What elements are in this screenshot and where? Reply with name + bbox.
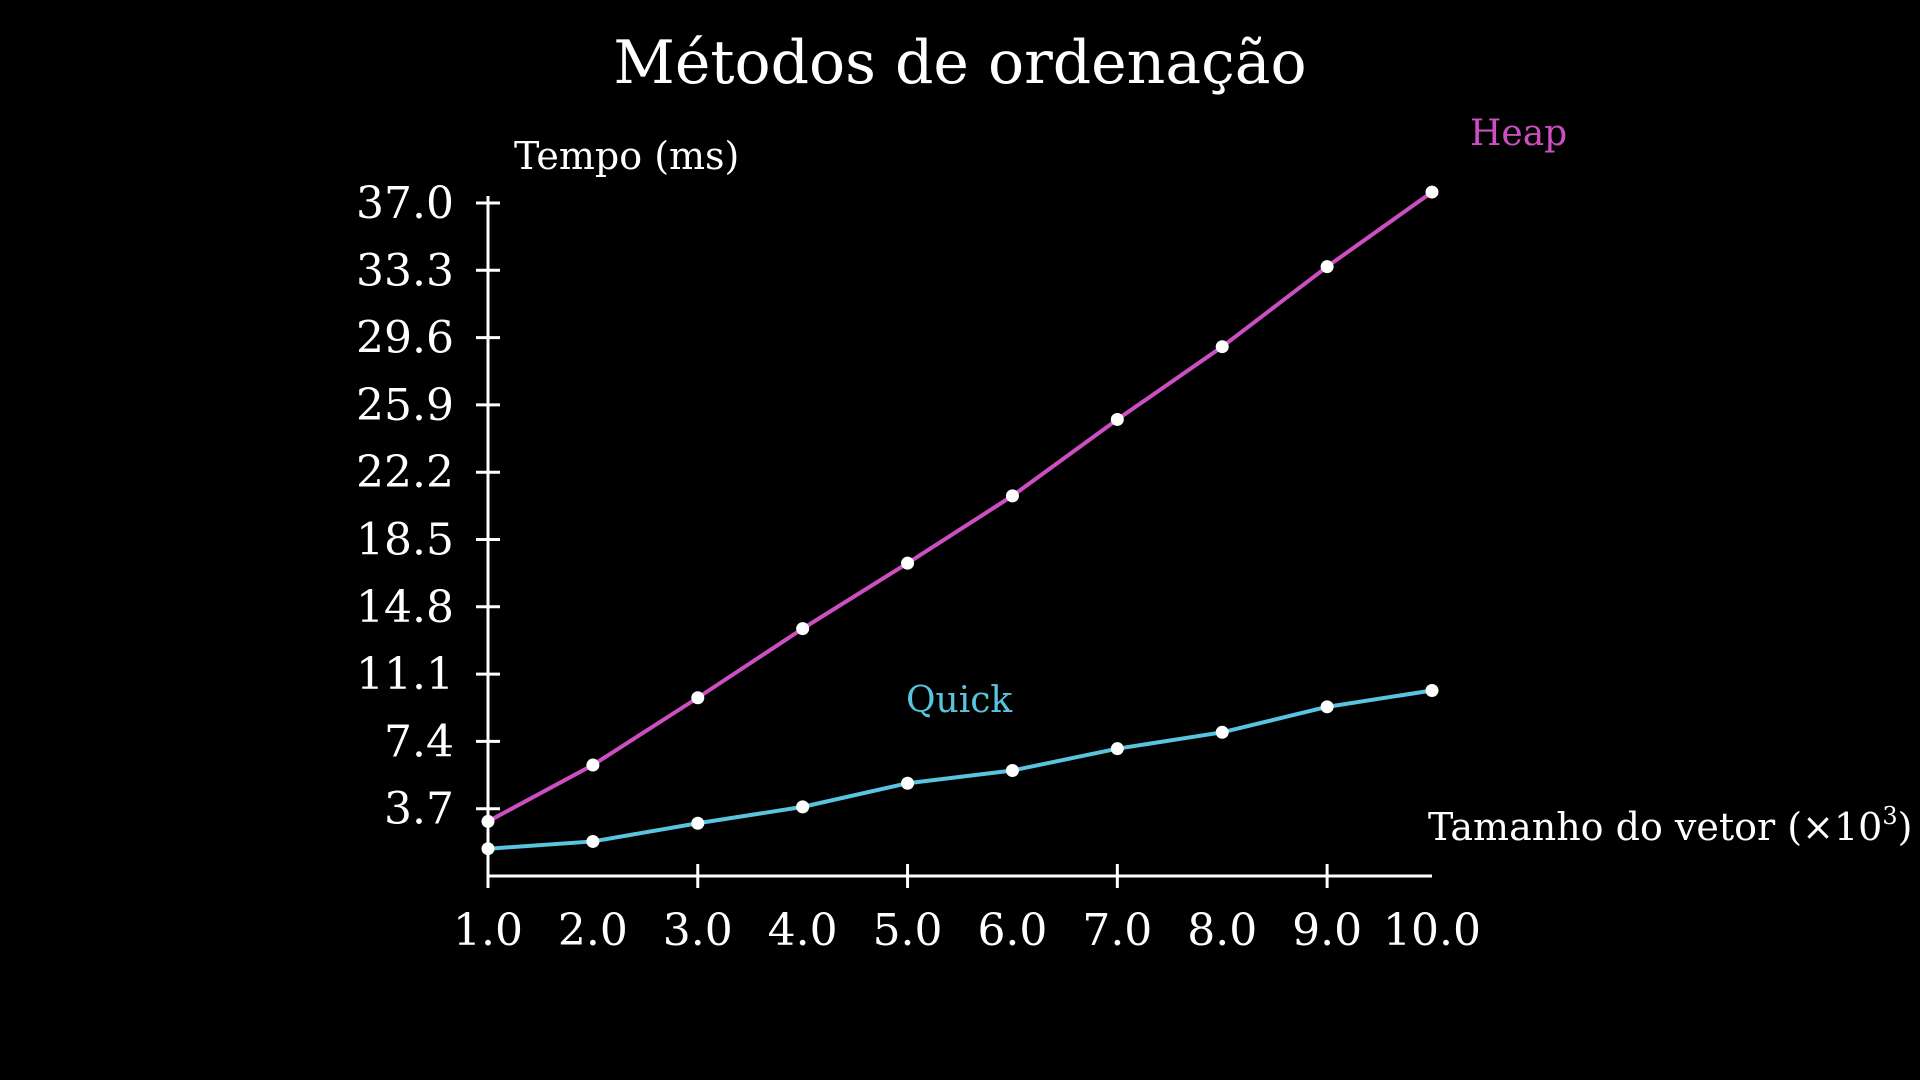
data-point-heap [1425, 185, 1439, 199]
y-tick-label: 33.3 [356, 245, 454, 296]
y-tick-label: 14.8 [356, 582, 454, 633]
data-point-quick [1320, 700, 1334, 714]
x-axis-unit-prefix: (×10 [1787, 805, 1882, 849]
y-axis-label: Tempo (ms) [514, 134, 739, 178]
x-tick-label: 6.0 [977, 905, 1047, 956]
x-tick-label: 8.0 [1187, 905, 1257, 956]
series-line-heap [487, 190, 1434, 824]
series-line-quick [487, 688, 1433, 851]
data-point-quick [691, 816, 705, 830]
x-axis-label: Tamanho do vetor (×103) [1428, 802, 1912, 849]
series-labels: Heap Quick [906, 113, 1567, 721]
x-tick-label: 3.0 [663, 905, 733, 956]
y-tick-label: 25.9 [356, 380, 454, 431]
y-tick-label: 37.0 [356, 178, 454, 229]
data-point-heap [1110, 412, 1124, 426]
series-label-quick: Quick [906, 680, 1013, 721]
data-point-heap [1320, 260, 1334, 274]
data-point-heap [796, 622, 810, 636]
x-tick-label: 7.0 [1082, 905, 1152, 956]
data-point-quick [1215, 725, 1229, 739]
x-tick-label: 1.0 [453, 905, 523, 956]
data-point-heap [901, 556, 915, 570]
data-point-quick [1425, 683, 1439, 697]
series-label-heap: Heap [1470, 113, 1567, 154]
y-axis-ticks: 3.7 7.4 11.1 14.8 18.5 22.2 25.9 29.6 33.3 37.0 [356, 178, 500, 835]
x-tick-label: 2.0 [558, 905, 628, 956]
data-point-quick [901, 776, 915, 790]
data-point-heap [1215, 340, 1229, 354]
data-point-heap [586, 758, 600, 772]
x-axis-ticks: 1.0 2.0 3.0 4.0 5.0 6.0 7.0 8.0 9.0 10.0 [453, 864, 1481, 956]
data-point-quick [1005, 764, 1019, 778]
data-point-quick [1110, 742, 1124, 756]
x-tick-label: 10.0 [1383, 905, 1481, 956]
y-tick-label: 22.2 [356, 447, 454, 498]
data-point-heap [1005, 489, 1019, 503]
data-point-quick [481, 842, 495, 856]
data-point-quick [796, 800, 810, 814]
chart-title: Métodos de ordenação [613, 28, 1306, 98]
y-tick-label: 7.4 [384, 716, 454, 767]
x-tick-label: 4.0 [768, 905, 838, 956]
y-tick-label: 29.6 [356, 313, 454, 364]
data-point-quick [586, 834, 600, 848]
series-lines [487, 190, 1434, 851]
x-axis-unit-exponent: 3 [1882, 802, 1897, 830]
x-axis-label-text: Tamanho do vetor [1428, 805, 1776, 849]
x-axis-label-space [1775, 805, 1787, 849]
data-point-heap [481, 814, 495, 828]
y-tick-label: 18.5 [356, 515, 454, 566]
x-tick-label: 5.0 [873, 905, 943, 956]
y-tick-label: 3.7 [384, 784, 454, 835]
x-axis-unit-suffix: ) [1898, 805, 1913, 849]
data-point-heap [691, 691, 705, 705]
x-tick-label: 9.0 [1292, 905, 1362, 956]
series-points [481, 185, 1439, 856]
y-tick-label: 11.1 [356, 649, 454, 700]
